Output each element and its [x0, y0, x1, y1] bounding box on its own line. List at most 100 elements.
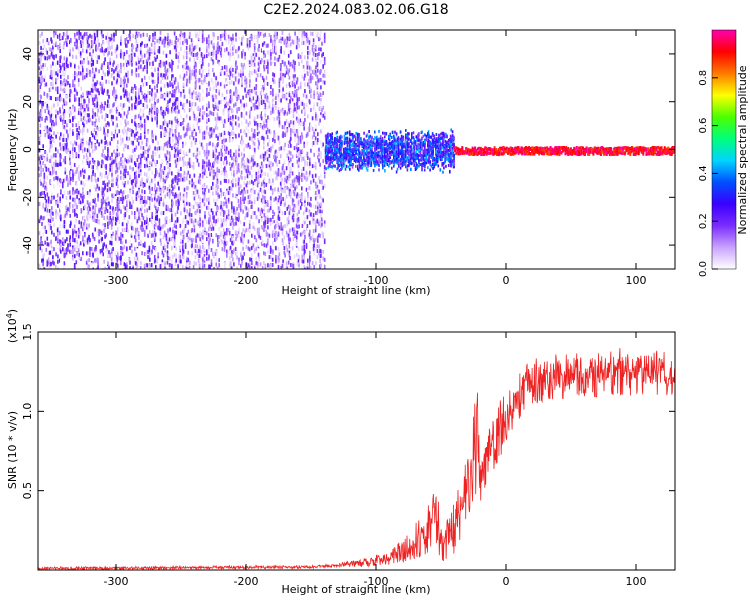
heatmap-cell	[186, 186, 188, 191]
heatmap-cell	[213, 250, 215, 255]
heatmap-cell	[80, 224, 83, 229]
heatmap-cell	[150, 233, 153, 238]
heatmap-cell	[140, 64, 142, 69]
heatmap-cell	[235, 89, 237, 94]
heatmap-cell	[123, 102, 126, 107]
heatmap-cell	[136, 58, 139, 63]
heatmap-cell	[149, 196, 151, 201]
heatmap-cell	[90, 62, 93, 67]
heatmap-cell	[238, 133, 240, 138]
heatmap-cell	[164, 233, 166, 238]
heatmap-cell	[55, 71, 57, 76]
heatmap-cell	[203, 164, 206, 169]
heatmap-cell	[60, 55, 62, 60]
heatmap-cell	[149, 217, 151, 222]
heatmap-cell	[59, 109, 61, 114]
heatmap-cell	[83, 225, 85, 230]
heatmap-cell	[201, 184, 204, 188]
heatmap-cell	[53, 161, 55, 166]
heatmap-cell	[161, 159, 164, 163]
heatmap-cell	[174, 133, 177, 138]
heatmap-cell	[88, 43, 90, 48]
heatmap-cell	[165, 141, 168, 146]
heatmap-cell	[215, 88, 218, 93]
heatmap-cell	[152, 36, 154, 41]
heatmap-cell	[122, 63, 125, 68]
heatmap-cell	[65, 79, 68, 84]
heatmap-cell	[161, 224, 164, 229]
heatmap-cell	[63, 109, 66, 114]
heatmap-cell	[229, 260, 232, 265]
heatmap-cell	[240, 202, 242, 207]
heatmap-cell	[126, 203, 128, 207]
heatmap-cell	[91, 97, 94, 102]
heatmap-cell	[198, 69, 201, 73]
heatmap-cell	[155, 206, 157, 211]
heatmap-cell	[120, 35, 122, 40]
heatmap-cell	[107, 266, 109, 269]
heatmap-cell	[222, 202, 225, 207]
heatmap-cell	[164, 194, 166, 199]
heatmap-cell	[101, 104, 103, 108]
heatmap-cell	[110, 241, 113, 246]
heatmap-cell	[139, 164, 142, 169]
heatmap-cell	[208, 248, 210, 253]
heatmap-cell	[126, 92, 128, 97]
heatmap-cell	[233, 55, 235, 60]
heatmap-cell	[177, 264, 179, 269]
heatmap-cell	[208, 125, 210, 130]
heatmap-cell	[122, 172, 125, 177]
heatmap-cell	[258, 65, 260, 70]
heatmap-cell	[40, 57, 42, 61]
heatmap-cell	[111, 67, 113, 72]
heatmap-cell	[178, 132, 180, 137]
heatmap-cell	[162, 235, 165, 240]
heatmap-cell	[59, 42, 61, 47]
heatmap-cell	[206, 40, 208, 45]
heatmap-cell	[132, 90, 134, 95]
heatmap-cell	[72, 47, 74, 52]
heatmap-cell	[233, 208, 235, 213]
heatmap-cell	[115, 181, 118, 186]
heatmap-cell	[128, 106, 131, 111]
heatmap-cell	[92, 51, 94, 56]
heatmap-cell	[158, 222, 161, 227]
heatmap-cell	[200, 249, 203, 254]
heatmap-cell	[258, 58, 260, 63]
heatmap-cell	[96, 80, 99, 85]
heatmap-cell	[164, 185, 166, 190]
heatmap-cell	[224, 104, 226, 109]
heatmap-cell	[150, 42, 153, 47]
heatmap-cell	[62, 194, 64, 199]
heatmap-cell	[55, 114, 57, 119]
heatmap-cell	[183, 227, 186, 231]
heatmap-cell	[95, 219, 97, 223]
heatmap-cell	[255, 176, 258, 181]
heatmap-cell	[247, 169, 250, 173]
heatmap-cell	[120, 236, 122, 241]
heatmap-cell	[78, 135, 80, 140]
heatmap-cell	[104, 210, 106, 215]
heatmap-cell	[221, 109, 224, 114]
heatmap-cell	[117, 71, 119, 76]
heatmap-cell	[150, 80, 153, 85]
heatmap-cell	[241, 157, 243, 162]
heatmap-cell	[224, 156, 226, 161]
heatmap-cell	[137, 209, 140, 214]
heatmap-cell	[241, 257, 243, 262]
heatmap-cell	[38, 88, 41, 93]
heatmap-cell	[113, 60, 115, 65]
heatmap-cell	[260, 116, 263, 121]
heatmap-cell	[216, 174, 219, 179]
heatmap-cell	[132, 185, 134, 190]
heatmap-cell	[216, 180, 219, 185]
heatmap-cell	[247, 91, 250, 95]
heatmap-cell	[215, 159, 218, 164]
heatmap-cell	[193, 65, 196, 70]
heatmap-cell	[110, 114, 113, 119]
heatmap-cell	[176, 196, 179, 201]
heatmap-cell	[167, 256, 169, 261]
heatmap-cell	[245, 168, 248, 173]
heatmap-cell	[248, 207, 251, 211]
heatmap-cell	[238, 36, 240, 41]
